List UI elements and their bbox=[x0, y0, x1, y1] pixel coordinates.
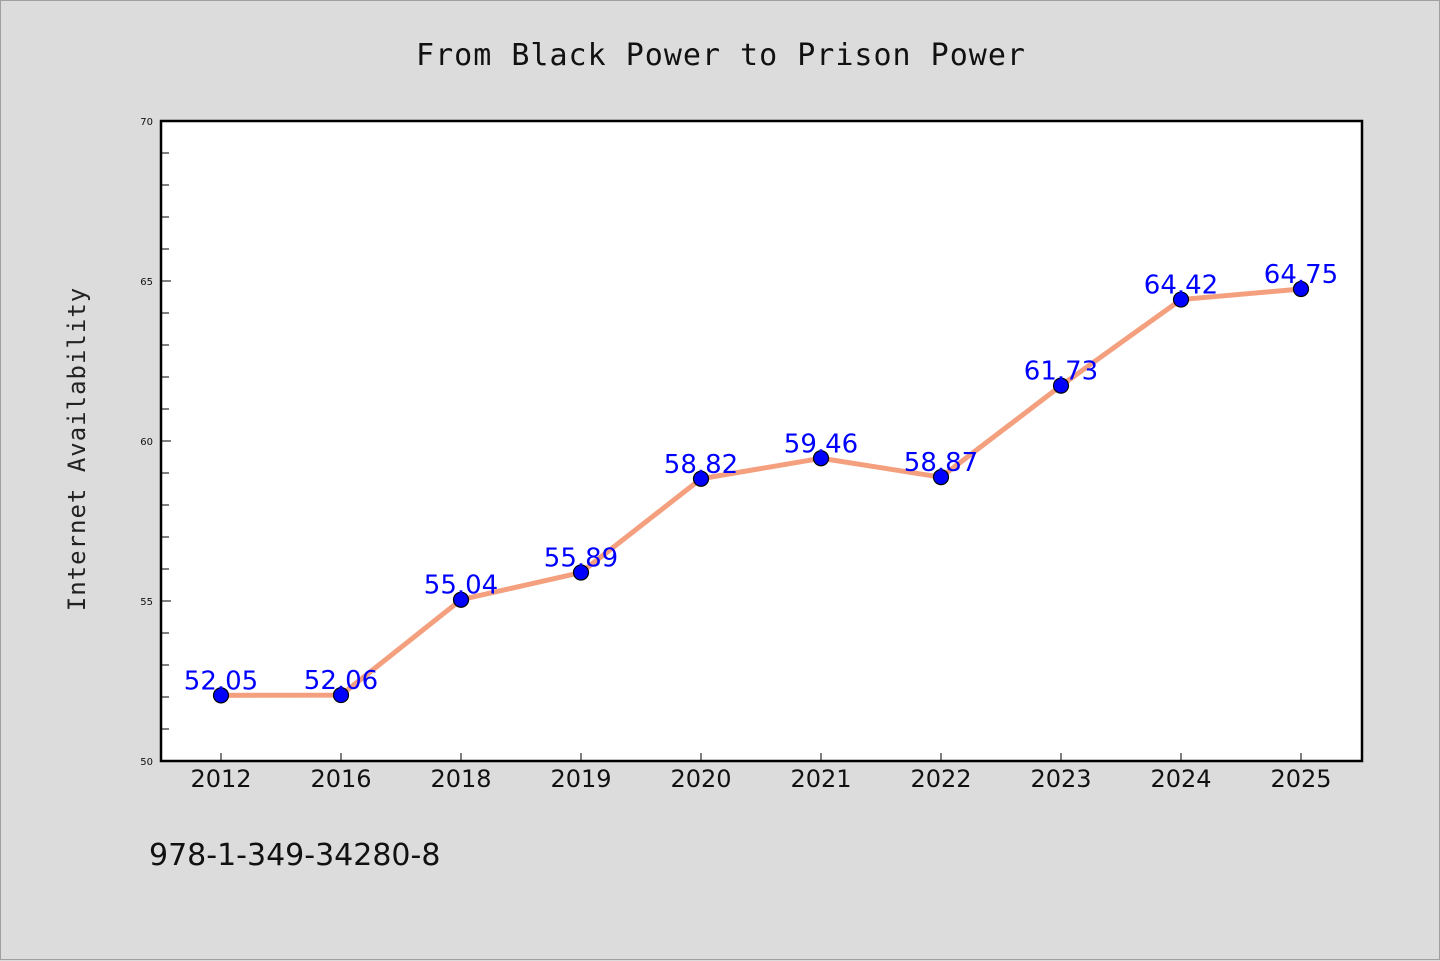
data-point bbox=[1292, 280, 1310, 298]
plot-area bbox=[159, 119, 1364, 763]
x-tick-label: 2025 bbox=[1270, 765, 1331, 793]
data-label: 55.89 bbox=[544, 544, 618, 574]
data-label: 61.73 bbox=[1024, 357, 1098, 387]
data-point bbox=[692, 470, 710, 487]
x-tick-label: 2019 bbox=[550, 765, 611, 793]
data-point bbox=[212, 687, 230, 704]
x-tick-label: 2021 bbox=[790, 765, 851, 793]
data-point bbox=[332, 686, 350, 704]
data-label: 52.06 bbox=[304, 666, 378, 696]
data-label: 64.42 bbox=[1144, 271, 1218, 301]
y-axis-ticks: 50 55 60 65 70 bbox=[140, 117, 171, 768]
series-layer bbox=[212, 280, 1310, 704]
y-tick-label: 55 bbox=[140, 597, 153, 608]
data-point bbox=[452, 591, 470, 608]
x-tick-label: 2020 bbox=[670, 765, 731, 793]
x-tick-label: 2023 bbox=[1030, 765, 1091, 793]
y-tick-label: 50 bbox=[140, 757, 153, 768]
x-tick-label: 2022 bbox=[910, 765, 971, 793]
x-tick-label: 2018 bbox=[430, 765, 491, 793]
series-line bbox=[218, 286, 1304, 698]
y-tick-label: 60 bbox=[140, 437, 153, 448]
data-point bbox=[1052, 377, 1070, 394]
data-label: 55.04 bbox=[424, 571, 498, 601]
y-tick-label: 65 bbox=[140, 277, 153, 288]
data-label: 52.05 bbox=[184, 666, 258, 696]
data-point bbox=[812, 450, 830, 467]
x-tick-label: 2016 bbox=[310, 765, 371, 793]
data-point bbox=[572, 564, 590, 581]
data-label: 58.87 bbox=[904, 448, 978, 478]
data-point bbox=[932, 469, 950, 486]
data-label: 58.82 bbox=[664, 450, 738, 480]
y-tick-label: 70 bbox=[140, 117, 153, 128]
x-tick-label: 2024 bbox=[1150, 765, 1211, 793]
data-labels: 52.05 52.06 55.04 55.89 58.82 59.46 58.87 61.73… bbox=[184, 260, 1338, 696]
data-label: 64.75 bbox=[1264, 260, 1338, 290]
data-point bbox=[1172, 291, 1190, 308]
x-axis-ticks: 2012 2016 2018 2019 2020 2021 2022 2023 2024 2025 bbox=[190, 753, 1332, 793]
data-label: 59.46 bbox=[784, 429, 858, 459]
y-axis-label: Internet Availability bbox=[63, 287, 91, 611]
x-tick-label: 2012 bbox=[190, 765, 251, 793]
chart-title: From Black Power to Prison Power bbox=[416, 38, 1026, 73]
isbn-footer: 978-1-349-34280-8 bbox=[149, 838, 440, 873]
